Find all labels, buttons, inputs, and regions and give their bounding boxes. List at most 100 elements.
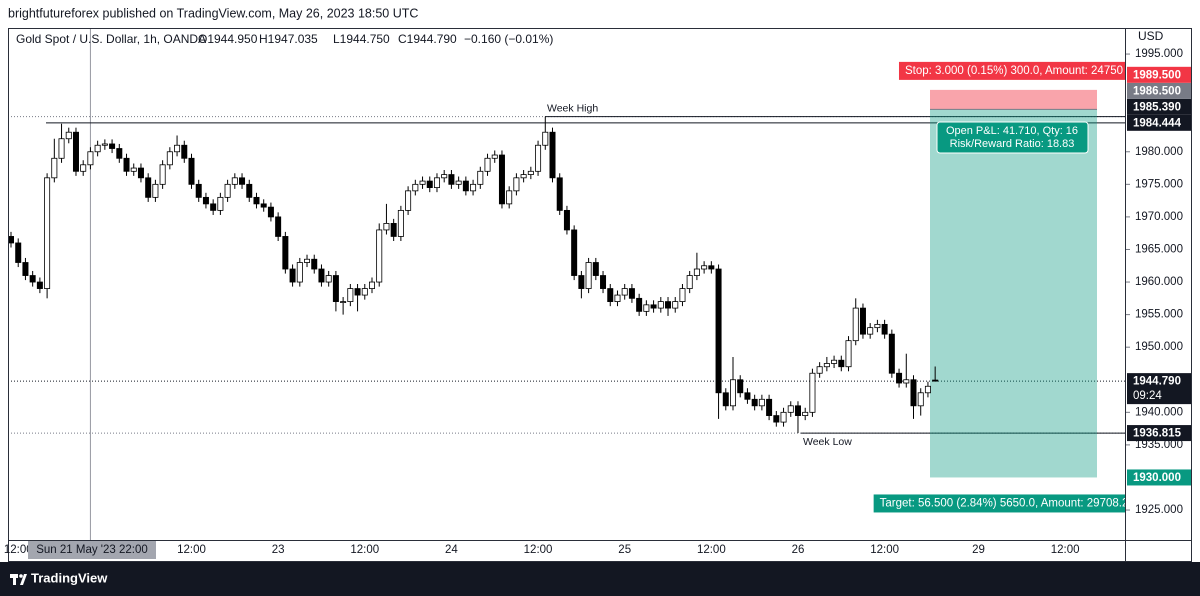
- candle-body: [152, 183, 159, 198]
- candle-body: [260, 203, 267, 208]
- position-label-box: [873, 494, 1135, 513]
- candle-body: [542, 131, 549, 146]
- candle-body: [239, 177, 246, 185]
- candle-body: [831, 359, 838, 364]
- pnl-box: [936, 121, 1089, 154]
- candle-body: [758, 398, 765, 407]
- candle-body: [166, 151, 173, 166]
- legend-low: L1944.750: [333, 32, 390, 46]
- candle-body: [643, 304, 650, 312]
- candle-body: [787, 405, 794, 413]
- candle-body: [368, 281, 375, 289]
- x-tick-label: 23: [272, 544, 285, 556]
- candle-body: [195, 183, 202, 198]
- candle-body: [101, 143, 108, 146]
- candle-body: [802, 411, 809, 416]
- level-label: Week High: [547, 102, 598, 114]
- candle-body: [231, 177, 238, 185]
- candle-body: [289, 268, 296, 283]
- legend-high: H1947.035: [259, 32, 318, 46]
- candle-body: [657, 301, 664, 309]
- candle-body: [650, 304, 657, 309]
- stop-zone: [930, 89, 1097, 110]
- candle-body: [22, 262, 29, 276]
- candle-body: [340, 301, 347, 303]
- candle-body: [354, 288, 361, 296]
- candle-body: [470, 183, 477, 192]
- candle-body: [116, 148, 123, 159]
- candle-body: [311, 258, 318, 270]
- logo-mark: [13, 578, 16, 585]
- candle-body: [722, 392, 729, 407]
- candle-body: [383, 223, 390, 231]
- x-tick-label: 12:00: [524, 544, 553, 556]
- candle-body: [15, 242, 22, 263]
- candle-body: [275, 216, 282, 237]
- price-label: 1930.000: [1133, 472, 1181, 484]
- candle-body: [246, 183, 253, 198]
- candle-body: [202, 196, 209, 205]
- candle-body: [859, 307, 866, 335]
- candle-body: [296, 262, 303, 283]
- candle-body: [924, 385, 931, 394]
- y-tick-label: 1925.000: [1135, 504, 1183, 516]
- candle-body: [441, 174, 448, 179]
- position-label: Target: 56.500 (2.84%) 5650.0, Amount: 2…: [880, 497, 1129, 509]
- legend-close: C1944.790: [398, 32, 457, 46]
- y-tick-label: 1980.000: [1135, 146, 1183, 158]
- price-label: 1985.390: [1133, 101, 1181, 113]
- candle-body: [65, 131, 72, 140]
- candle-body: [888, 333, 895, 374]
- y-tick-label: 1955.000: [1135, 309, 1183, 321]
- price-label: 1989.500: [1133, 69, 1181, 81]
- candle-body: [708, 265, 715, 270]
- price-label-box: [1127, 469, 1191, 486]
- candle-body: [600, 275, 607, 289]
- price-axis: 1995.000 1980.000 1975.000 1970.000 1965.000…: [1126, 28, 1192, 562]
- y-tick-label: 1975.000: [1135, 178, 1183, 190]
- symbol: Gold Spot / U.S. Dollar, 1h, OANDA: [16, 32, 206, 46]
- logo: TradingView: [10, 570, 108, 585]
- price-label: 1944.790: [1133, 376, 1181, 388]
- candle-body: [730, 379, 737, 407]
- candle-body: [44, 177, 51, 289]
- x-tick-label: 12:00: [177, 544, 206, 556]
- candle-body: [794, 405, 801, 416]
- price-label-box: [1127, 114, 1191, 131]
- candle-body: [506, 190, 513, 205]
- price-label-box: [1127, 82, 1191, 99]
- candle-body: [181, 144, 188, 159]
- candle-body: [701, 265, 708, 270]
- candle-body: [845, 340, 852, 368]
- price-label-box: [1127, 98, 1191, 115]
- countdown: 09:24: [1133, 390, 1162, 402]
- legend: Gold Spot / U.S. Dollar, 1h, OANDA O1944…: [16, 29, 1164, 46]
- candle-body: [874, 323, 881, 329]
- level-label: Week Low: [803, 436, 852, 448]
- candle-body: [520, 174, 527, 179]
- candle-body: [903, 379, 910, 384]
- candle-body: [809, 372, 816, 413]
- candle-body: [773, 415, 780, 423]
- candle-body: [549, 131, 556, 179]
- candle-body: [347, 288, 354, 302]
- legend-change: −0.160 (−0.01%): [464, 32, 553, 46]
- candle-body: [780, 411, 787, 423]
- candle-body: [816, 366, 823, 374]
- price-label: 1984.444: [1133, 117, 1182, 129]
- y-tick-label: 1935.000: [1135, 439, 1183, 451]
- candle-body: [51, 157, 58, 179]
- frame: [8, 28, 1192, 562]
- price-label: 1936.815: [1133, 428, 1182, 440]
- pnl-text: Open P&L: 41.710, Qty: 16: [946, 125, 1078, 137]
- rr-text: Risk/Reward Ratio: 18.83: [950, 138, 1075, 150]
- candle-body: [217, 196, 224, 211]
- x-tick-label: 12:00: [4, 544, 33, 556]
- footer-brand: TradingView: [31, 570, 108, 585]
- position-label-box: [898, 61, 1130, 80]
- legend-open: O1944.950: [198, 32, 258, 46]
- candle-body: [325, 275, 332, 283]
- candle-body: [737, 379, 744, 394]
- candle-body: [823, 363, 830, 368]
